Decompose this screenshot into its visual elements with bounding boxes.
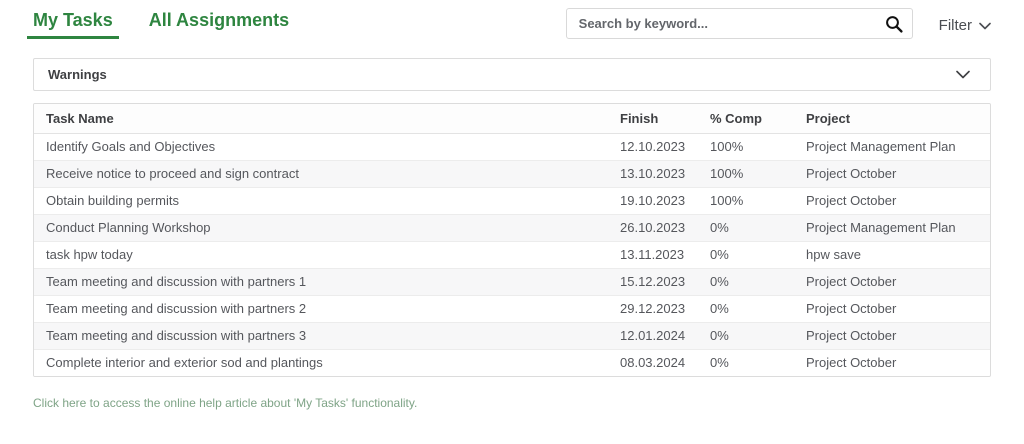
table-row[interactable]: Team meeting and discussion with partner… (34, 322, 990, 349)
cell-comp: 100% (710, 139, 744, 154)
task-table: Task Name Finish % Comp Project Identify… (33, 103, 991, 377)
cell-task-name: Obtain building permits (46, 193, 179, 208)
cell-finish: 15.12.2023 (620, 274, 686, 289)
filter-label: Filter (938, 17, 972, 34)
table-row[interactable]: Receive notice to proceed and sign contr… (34, 160, 990, 187)
table-row[interactable]: Team meeting and discussion with partner… (34, 295, 990, 322)
cell-finish: 12.10.2023 (620, 139, 686, 154)
cell-comp: 100% (710, 166, 744, 181)
table-row[interactable]: Complete interior and exterior sod and p… (34, 349, 990, 376)
cell-finish: 29.12.2023 (620, 301, 686, 316)
table-row[interactable]: Identify Goals and Objectives 12.10.2023… (34, 133, 990, 160)
cell-task-name: Team meeting and discussion with partner… (46, 274, 307, 289)
cell-task-name: Team meeting and discussion with partner… (46, 301, 307, 316)
cell-finish: 19.10.2023 (620, 193, 686, 208)
column-header-task-name[interactable]: Task Name (34, 104, 608, 134)
cell-task-name: Identify Goals and Objectives (46, 139, 216, 154)
cell-task-name: Team meeting and discussion with partner… (46, 328, 307, 343)
cell-task-name: task hpw today (46, 247, 133, 262)
tab-all-assignments[interactable]: All Assignments (148, 10, 290, 30)
help-article-link[interactable]: Click here to access the online help art… (33, 396, 418, 410)
cell-finish: 13.10.2023 (620, 166, 686, 181)
table-row[interactable]: Team meeting and discussion with partner… (34, 268, 990, 295)
top-bar: My Tasks All Assignments Filter (27, 8, 991, 46)
cell-comp: 0% (710, 355, 729, 371)
chevron-down-icon (979, 22, 991, 29)
cell-task-name: Conduct Planning Workshop (46, 220, 211, 235)
table-row[interactable]: Conduct Planning Workshop 26.10.2023 0% … (34, 214, 990, 241)
cell-comp: 0% (710, 220, 729, 235)
table-row[interactable]: Obtain building permits 19.10.2023 100% … (34, 187, 990, 214)
table-row[interactable]: task hpw today 13.11.2023 0% hpw save (34, 241, 990, 268)
cell-comp: 100% (710, 193, 744, 208)
column-header-comp[interactable]: % Comp (698, 104, 794, 134)
cell-project: Project October (806, 301, 897, 316)
warnings-label: Warnings (48, 67, 107, 82)
cell-project: Project October (806, 166, 897, 181)
column-header-project[interactable]: Project (794, 104, 990, 134)
warnings-accordion[interactable]: Warnings (33, 58, 991, 91)
search-box (565, 8, 913, 39)
cell-finish: 13.11.2023 (620, 247, 685, 262)
cell-task-name: Receive notice to proceed and sign contr… (46, 166, 299, 181)
cell-project: Project October (806, 355, 897, 371)
cell-project: Project October (806, 274, 897, 289)
table-header-row: Task Name Finish % Comp Project (34, 104, 990, 134)
cell-comp: 0% (710, 328, 729, 343)
tab-bar: My Tasks All Assignments (27, 8, 295, 39)
cell-project: hpw save (806, 247, 861, 262)
chevron-down-icon (956, 70, 970, 79)
cell-finish: 08.03.2024 (620, 355, 686, 371)
filter-dropdown[interactable]: Filter (939, 17, 991, 34)
cell-project: Project Management Plan (806, 139, 956, 154)
top-right-controls: Filter (565, 8, 991, 39)
cell-finish: 26.10.2023 (620, 220, 686, 235)
cell-comp: 0% (710, 247, 729, 262)
search-icon[interactable] (884, 14, 904, 34)
cell-comp: 0% (710, 274, 729, 289)
column-header-finish[interactable]: Finish (608, 104, 698, 134)
cell-project: Project October (806, 328, 897, 343)
cell-project: Project October (806, 193, 897, 208)
cell-comp: 0% (710, 301, 729, 316)
tab-my-tasks[interactable]: My Tasks (27, 8, 119, 39)
cell-project: Project Management Plan (806, 220, 956, 235)
cell-finish: 12.01.2024 (620, 328, 686, 343)
search-input[interactable] (578, 16, 884, 31)
cell-task-name: Complete interior and exterior sod and p… (46, 355, 323, 371)
